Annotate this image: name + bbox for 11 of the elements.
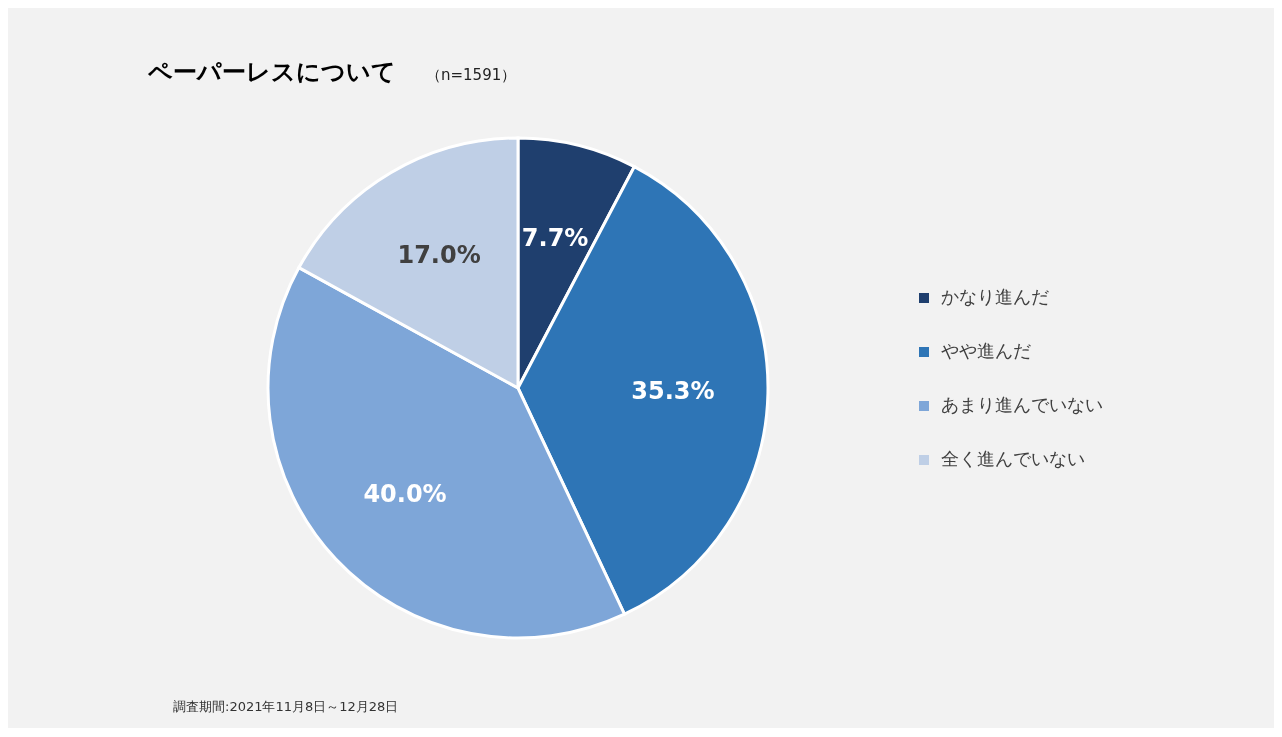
legend-label: あまり進んでいない — [941, 394, 1103, 415]
data-label: 17.0% — [397, 240, 481, 269]
legend-label: やや進んだ — [941, 340, 1031, 361]
data-label: 7.7% — [521, 223, 589, 252]
chart-title: ペーパーレスについて — [148, 57, 396, 88]
legend-label: 全く進んでいない — [941, 448, 1085, 469]
data-label: 40.0% — [363, 480, 447, 509]
legend-label: かなり進んだ — [941, 286, 1049, 307]
data-label: 35.3% — [631, 377, 715, 406]
chart-subtitle: （n=1591） — [426, 66, 517, 85]
text: 調査期間:2021年11月8日～12月28日 — [173, 698, 399, 716]
